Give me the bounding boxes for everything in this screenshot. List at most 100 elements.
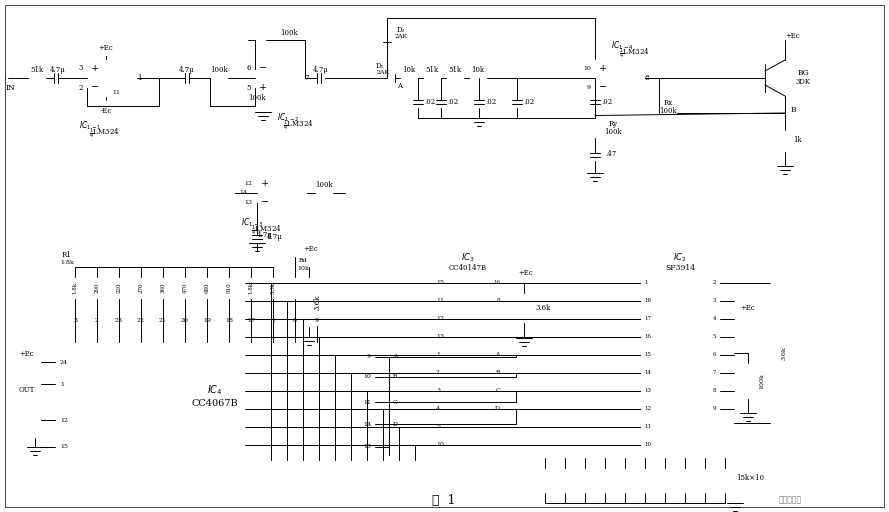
Text: 51k: 51k	[30, 66, 44, 74]
Text: 7: 7	[305, 74, 309, 82]
Text: 10: 10	[644, 442, 651, 447]
Bar	[766, 283, 774, 423]
Circle shape	[462, 76, 466, 80]
Text: 1.8k: 1.8k	[73, 282, 77, 294]
Circle shape	[95, 324, 99, 328]
Text: $IC_{1-3}$: $IC_{1-3}$	[241, 217, 263, 229]
Text: 16: 16	[644, 334, 651, 339]
Text: 11: 11	[644, 424, 651, 430]
Circle shape	[732, 315, 736, 321]
Circle shape	[464, 299, 468, 303]
Text: $\frac{1}{4}$LM324: $\frac{1}{4}$LM324	[619, 47, 650, 61]
Text: 22: 22	[137, 317, 145, 323]
Text: 3.6k: 3.6k	[313, 294, 321, 310]
Bar	[248, 103, 266, 110]
Text: 51k: 51k	[448, 66, 461, 74]
Text: $IC_{1-2}$: $IC_{1-2}$	[276, 112, 300, 124]
Bar	[659, 110, 677, 117]
Circle shape	[580, 389, 583, 393]
Text: 10: 10	[363, 374, 371, 379]
Polygon shape	[255, 59, 305, 97]
Bar	[137, 277, 145, 299]
Circle shape	[303, 76, 307, 80]
Text: 1: 1	[60, 381, 64, 387]
Text: 8: 8	[496, 298, 500, 304]
Text: 10: 10	[436, 442, 444, 447]
Text: 12: 12	[644, 407, 651, 412]
Text: 23: 23	[115, 317, 123, 323]
Circle shape	[397, 425, 401, 429]
Text: 910: 910	[227, 283, 231, 293]
Text: 17: 17	[644, 316, 651, 322]
Text: 11: 11	[436, 298, 444, 304]
Text: 9: 9	[712, 407, 716, 412]
Circle shape	[293, 324, 297, 328]
Text: 2: 2	[78, 83, 83, 92]
Text: 14: 14	[644, 371, 651, 375]
Circle shape	[117, 324, 121, 328]
Circle shape	[161, 324, 164, 328]
Text: 11: 11	[363, 399, 371, 404]
Text: 11: 11	[112, 91, 120, 96]
Bar	[469, 75, 487, 82]
Bar	[400, 75, 418, 82]
Circle shape	[208, 76, 212, 80]
Text: −: −	[261, 198, 269, 207]
Text: 9: 9	[367, 354, 371, 359]
Text: 4: 4	[436, 407, 440, 412]
Text: 470: 470	[182, 283, 188, 293]
Text: 100k: 100k	[759, 373, 765, 389]
Text: 5: 5	[712, 334, 716, 339]
Text: 19: 19	[203, 317, 211, 323]
Circle shape	[593, 114, 597, 117]
Text: 13: 13	[244, 200, 252, 205]
Text: 2AK: 2AK	[376, 71, 389, 75]
Text: D: D	[495, 407, 500, 412]
Text: +Ec: +Ec	[99, 44, 114, 52]
Text: B: B	[790, 106, 796, 114]
Circle shape	[557, 371, 560, 375]
Text: Ry: Ry	[608, 119, 618, 127]
Bar	[315, 190, 333, 197]
Circle shape	[542, 501, 548, 505]
Text: 20: 20	[181, 317, 189, 323]
Text: $IC_4$: $IC_4$	[207, 383, 223, 397]
Text: 图  1: 图 1	[432, 494, 456, 506]
Text: 9: 9	[315, 317, 319, 323]
Text: $IC_{1-1}$: $IC_{1-1}$	[79, 120, 101, 132]
Text: 24: 24	[60, 359, 68, 365]
Text: 13: 13	[644, 389, 651, 394]
Circle shape	[333, 353, 337, 357]
Circle shape	[439, 76, 443, 80]
Circle shape	[104, 54, 108, 58]
Bar	[27, 424, 43, 438]
Bar	[600, 468, 610, 493]
Text: +Ec: +Ec	[786, 32, 800, 40]
Text: 3: 3	[712, 298, 716, 304]
Text: 9: 9	[587, 85, 591, 90]
Bar	[540, 468, 550, 493]
Bar	[55, 342, 375, 462]
Circle shape	[398, 76, 402, 80]
Text: -Ec: -Ec	[100, 107, 112, 115]
Text: +Ec: +Ec	[741, 304, 756, 312]
Circle shape	[157, 76, 161, 80]
Text: A: A	[393, 354, 397, 359]
Circle shape	[38, 359, 44, 365]
Polygon shape	[388, 74, 395, 81]
Bar	[640, 248, 720, 458]
Text: 200: 200	[94, 283, 100, 293]
Text: 10: 10	[583, 66, 591, 71]
Text: +: +	[259, 83, 267, 92]
Text: Rx: Rx	[663, 99, 673, 107]
Text: 4.7μ: 4.7μ	[313, 66, 329, 74]
Circle shape	[271, 324, 275, 328]
Bar	[640, 468, 650, 493]
Bar	[580, 468, 590, 493]
Text: +Ec: +Ec	[304, 245, 318, 253]
Text: 100k: 100k	[316, 181, 332, 189]
Text: 4.7μ: 4.7μ	[50, 66, 66, 74]
Bar	[660, 468, 670, 493]
Circle shape	[228, 324, 231, 328]
Text: 100k: 100k	[659, 107, 677, 115]
